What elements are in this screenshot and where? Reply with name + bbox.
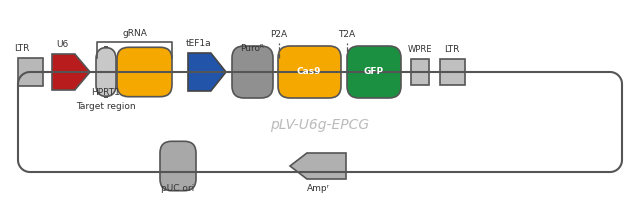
Text: Ampʳ: Ampʳ [307,184,330,193]
Text: pUC ori: pUC ori [161,184,195,193]
Bar [440,59,465,85]
Polygon shape [188,53,226,91]
Text: LTR: LTR [444,45,460,54]
Text: WPRE: WPRE [408,45,432,54]
FancyBboxPatch shape [160,141,196,191]
FancyBboxPatch shape [232,46,273,98]
Bar [411,59,429,85]
Bar [18,58,43,86]
Text: T2A: T2A [339,30,356,39]
FancyBboxPatch shape [117,47,172,97]
Polygon shape [290,153,346,179]
Text: P2A: P2A [271,30,287,39]
Text: HPRT1: HPRT1 [92,88,120,97]
Text: U6: U6 [56,40,68,49]
Text: tEF1a: tEF1a [186,39,212,48]
Text: Target region: Target region [76,102,136,111]
Text: Cas9: Cas9 [297,68,321,76]
Text: Puroᴿ: Puroᴿ [240,44,264,53]
FancyBboxPatch shape [278,46,341,98]
Text: gRNA: gRNA [122,29,147,38]
Text: LTR: LTR [14,44,29,53]
FancyBboxPatch shape [96,47,116,97]
Text: GFP: GFP [364,68,384,76]
Polygon shape [52,54,90,90]
Text: pLV-U6g-EPCG: pLV-U6g-EPCG [271,118,369,132]
FancyBboxPatch shape [347,46,401,98]
